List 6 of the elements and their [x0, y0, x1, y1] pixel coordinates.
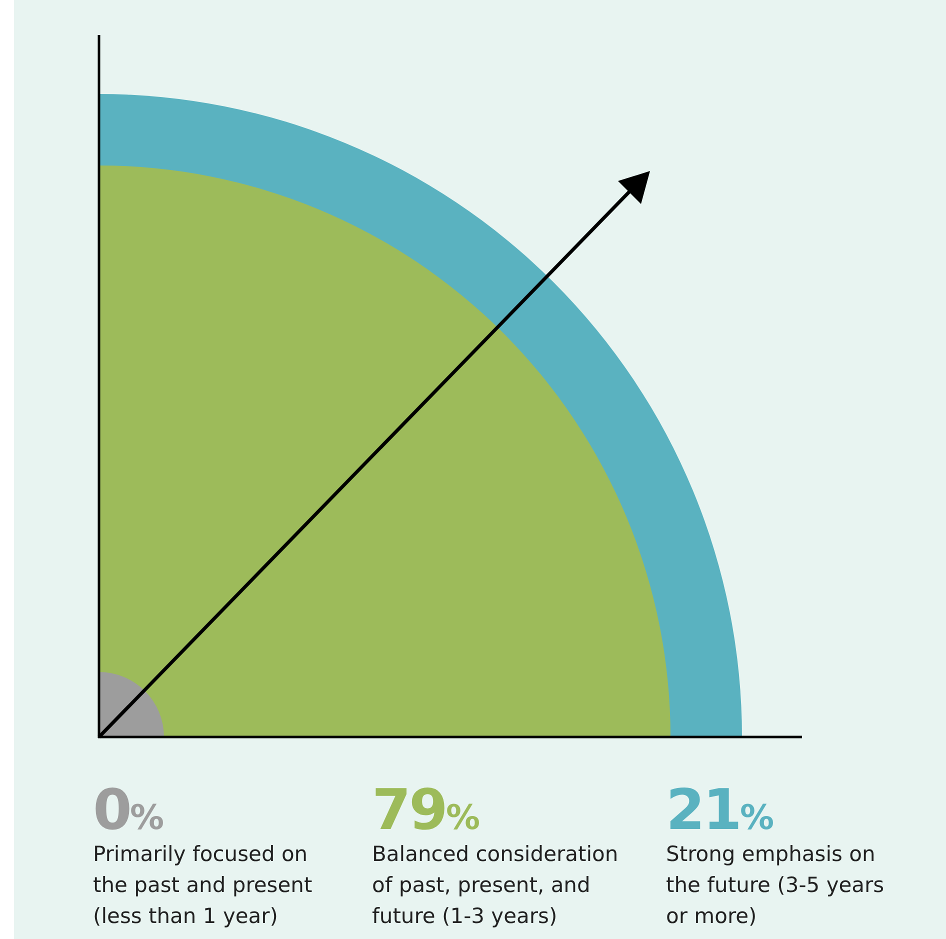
- data-label: 79%: [372, 778, 480, 843]
- category-label: Primarily focused on the past and present (less than 1 year): [93, 842, 312, 928]
- data-label: 0%: [93, 778, 164, 843]
- data-label: 21%: [666, 778, 774, 843]
- category-label: Balanced consideration of past, present, and future (1-3 years): [372, 842, 618, 928]
- category-label: Strong emphasis on the future (3-5 years or more): [666, 842, 884, 928]
